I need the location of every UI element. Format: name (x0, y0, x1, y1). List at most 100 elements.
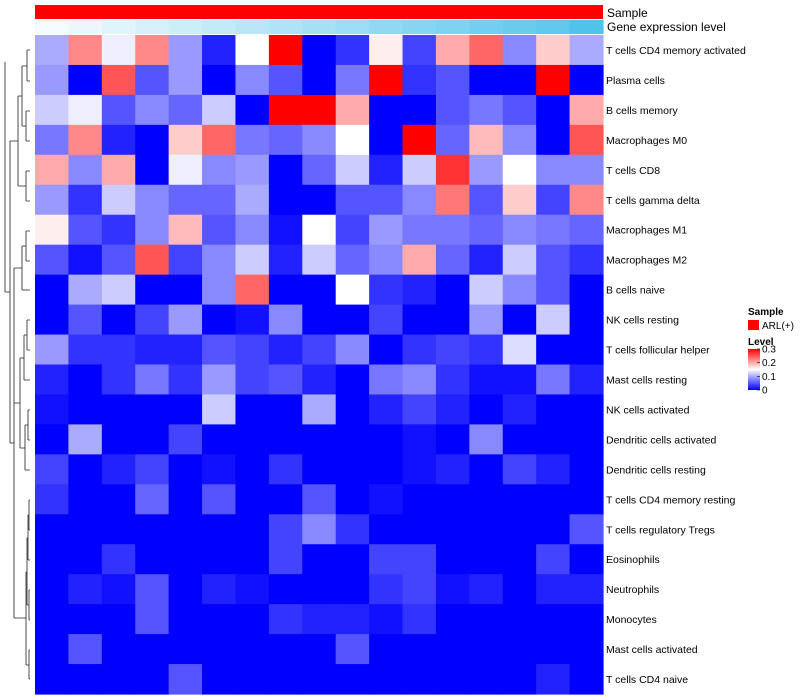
heatmap-cell (402, 214, 437, 246)
heatmap-cell (268, 64, 303, 96)
heatmap-cell (402, 394, 437, 425)
expression-annotation-track (35, 20, 604, 34)
heatmap-cell (168, 484, 203, 515)
heatmap-cell (235, 124, 270, 156)
heatmap-cell (202, 94, 237, 126)
heatmap-cell (335, 394, 370, 425)
heatmap-cell (35, 394, 70, 425)
heatmap-cell (502, 544, 537, 575)
expression-level-cell (135, 20, 170, 34)
heatmap-cell (502, 124, 537, 156)
heatmap-cell (168, 274, 203, 306)
heatmap-cell (202, 184, 237, 216)
row-label: Dendritic cells resting (606, 464, 706, 476)
heatmap-cell (569, 604, 604, 635)
heatmap-cell (536, 214, 571, 246)
heatmap-cell (235, 484, 270, 515)
row-label: Mast cells resting (606, 374, 687, 386)
heatmap-cell (168, 184, 203, 216)
heatmap-cell (68, 604, 103, 635)
heatmap-cell (469, 484, 504, 515)
heatmap-cell (536, 574, 571, 605)
legend: Sample ARL(+) Level 0 0.1 0.2 0.3 (748, 307, 794, 397)
heatmap-cell (302, 274, 337, 306)
heatmap-cell (202, 334, 237, 366)
heatmap-cell (435, 184, 470, 216)
heatmap-cell (402, 484, 437, 515)
heatmap-cell (435, 484, 470, 515)
heatmap-cell (569, 364, 604, 396)
heatmap-cell (502, 214, 537, 246)
heatmap-cell (68, 424, 103, 455)
heatmap-cell (369, 514, 404, 545)
row-label: B cells naive (606, 285, 665, 297)
heatmap-cell (202, 304, 237, 336)
heatmap-cell (569, 574, 604, 605)
heatmap-cell (235, 604, 270, 635)
heatmap-cell (235, 394, 270, 425)
heatmap-cell (101, 484, 136, 515)
heatmap-cell (402, 334, 437, 366)
heatmap-cell (569, 35, 604, 66)
heatmap-cell (369, 574, 404, 605)
heatmap-cell (536, 124, 571, 156)
heatmap-cell (202, 544, 237, 575)
heatmap-cell (202, 394, 237, 425)
heatmap-cell (536, 394, 571, 425)
heatmap-cell (302, 64, 337, 96)
heatmap-cell (302, 454, 337, 485)
heatmap-cell (35, 364, 70, 396)
heatmap-cell (35, 64, 70, 96)
heatmap-cell (335, 35, 370, 66)
expression-level-cell (536, 20, 571, 34)
heatmap-cell (502, 184, 537, 216)
heatmap-cell (168, 454, 203, 485)
heatmap-cell (435, 64, 470, 96)
heatmap-cell (101, 35, 136, 66)
heatmap-cell (369, 184, 404, 216)
heatmap-cell (569, 184, 604, 216)
heatmap-cell (35, 94, 70, 126)
heatmap-cell (101, 394, 136, 425)
heatmap-cell (469, 214, 504, 246)
heatmap-cell (502, 664, 537, 695)
heatmap-cell (101, 604, 136, 635)
heatmap-cell (235, 454, 270, 485)
heatmap-cell (435, 574, 470, 605)
heatmap-cell (369, 94, 404, 126)
heatmap-cell (268, 514, 303, 545)
heatmap-cell (101, 124, 136, 156)
heatmap-cell (335, 424, 370, 455)
heatmap-cell (536, 364, 571, 396)
heatmap-cell (369, 544, 404, 575)
heatmap-cell (302, 514, 337, 545)
heatmap-cell (402, 184, 437, 216)
heatmap-cell (302, 544, 337, 575)
heatmap-cell (335, 544, 370, 575)
heatmap-cell (435, 244, 470, 276)
heatmap-cell (435, 334, 470, 366)
row-dendrogram (4, 49, 30, 680)
heatmap-cell (335, 304, 370, 336)
heatmap-cell (202, 634, 237, 665)
expression-level-cell (235, 20, 270, 34)
heatmap-cell (435, 124, 470, 156)
heatmap-cell (402, 604, 437, 635)
heatmap-cell (302, 304, 337, 336)
heatmap-cell (335, 184, 370, 216)
heatmap-cell (502, 424, 537, 455)
heatmap-cell (235, 514, 270, 545)
heatmap-cell (202, 244, 237, 276)
heatmap-cell (202, 64, 237, 96)
heatmap-cell (402, 544, 437, 575)
heatmap-cell (168, 64, 203, 96)
legend-ticks: 0 0.1 0.2 0.3 (757, 345, 776, 397)
heatmap-cell (168, 604, 203, 635)
heatmap-cell (68, 94, 103, 126)
heatmap-cell (469, 334, 504, 366)
heatmap-cell (335, 634, 370, 665)
legend-tick-label: 0 (762, 386, 768, 397)
heatmap-cell (168, 574, 203, 605)
heatmap-cell (268, 274, 303, 306)
heatmap-cell (302, 184, 337, 216)
